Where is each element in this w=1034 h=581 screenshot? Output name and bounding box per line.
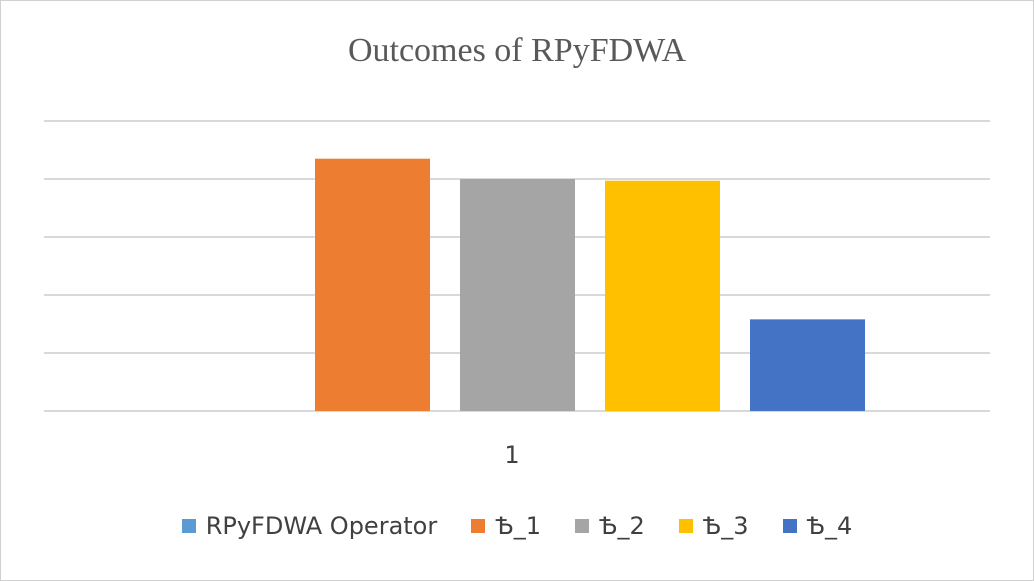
legend-item-1: RPyFDWA Operator [181, 512, 438, 540]
bar-series-5 [750, 319, 865, 411]
bar-series-2 [315, 158, 430, 411]
legend-label: Ѣ_2 [599, 512, 645, 540]
legend-label: Ѣ_3 [702, 512, 749, 540]
bar-series-4 [605, 180, 720, 411]
legend-swatch [782, 519, 797, 533]
legend-swatch [471, 519, 486, 533]
legend: RPyFDWA Operator Ѣ_1 Ѣ_2 Ѣ_3 Ѣ_4 [0, 512, 1034, 540]
legend-swatch [678, 519, 693, 533]
legend-item-5: Ѣ_4 [782, 512, 853, 540]
legend-item-3: Ѣ_2 [575, 512, 645, 540]
legend-item-4: Ѣ_3 [678, 512, 749, 540]
legend-swatch [181, 519, 196, 533]
legend-label: RPyFDWA Operator [205, 512, 438, 540]
legend-label: Ѣ_4 [806, 512, 853, 540]
x-tick-label: 1 [504, 441, 519, 469]
legend-swatch [575, 519, 589, 533]
bar-series-3 [460, 179, 575, 411]
legend-item-2: Ѣ_1 [471, 512, 541, 540]
legend-label: Ѣ_1 [495, 512, 541, 540]
chart-title: Outcomes of RPyFDWA [347, 32, 687, 69]
